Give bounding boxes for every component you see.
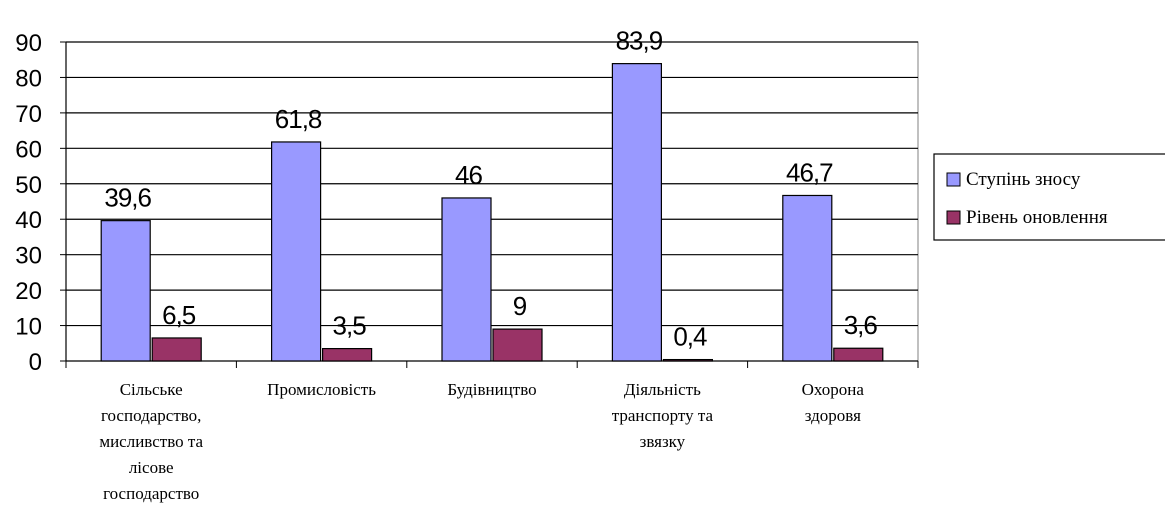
- bar-wear: [782, 194, 833, 362]
- y-tick-label: 50: [15, 172, 42, 199]
- bar-wear: [100, 220, 151, 362]
- data-label: 46,7: [786, 157, 833, 187]
- legend-entry: Ступінь зносу: [966, 169, 1081, 190]
- data-label: 3,6: [844, 310, 878, 340]
- category-label: лісове: [129, 458, 174, 477]
- data-label: 3,5: [333, 311, 367, 341]
- bar-renewal: [833, 347, 884, 362]
- bars: [100, 63, 884, 362]
- category-label: Промисловість: [267, 380, 376, 399]
- bar-wear: [271, 141, 322, 362]
- legend-swatch: [946, 210, 961, 225]
- y-tick-label: 30: [15, 243, 42, 270]
- data-label: 61,8: [275, 104, 322, 134]
- data-label: 83,9: [616, 26, 663, 56]
- legend: Ступінь зносу Рівень оновлення: [933, 153, 1165, 241]
- category-label: Сільське: [120, 380, 183, 399]
- y-tick-label: 20: [15, 278, 42, 305]
- y-tick-label: 90: [15, 30, 42, 57]
- category-label: господарство,: [101, 406, 201, 425]
- y-tick-label: 70: [15, 101, 42, 128]
- bar-renewal: [662, 358, 714, 362]
- category-label: мисливство та: [99, 432, 203, 451]
- y-tick-label: 60: [15, 136, 42, 163]
- legend-swatch: [946, 172, 961, 187]
- data-label: 46: [455, 160, 482, 190]
- category-labels: Сільське господарство, мисливство та лісове…: [99, 380, 864, 503]
- data-labels: 39,6 6,5 61,8 3,5 46 9 83,9 0,4 46,7 3,6: [104, 26, 878, 352]
- legend-box: [933, 153, 1165, 241]
- bar-wear: [441, 197, 492, 362]
- bar-renewal: [322, 347, 373, 362]
- data-label: 0,4: [673, 322, 707, 352]
- bar-renewal: [151, 337, 202, 362]
- data-label: 6,5: [162, 300, 196, 330]
- category-label: Будівництво: [447, 380, 536, 399]
- data-label: 9: [513, 291, 527, 321]
- category-label: звязку: [640, 432, 686, 451]
- y-tick-label: 80: [15, 65, 42, 92]
- category-label: транспорту та: [612, 406, 714, 425]
- y-tick-label: 0: [29, 349, 42, 376]
- axes: 0 10 20 30 40 50 60 70 80 90: [15, 30, 919, 376]
- category-label: здоровя: [805, 406, 861, 425]
- y-tick-label: 10: [15, 314, 42, 341]
- category-label: господарство: [103, 484, 199, 503]
- category-label: Охорона: [802, 380, 865, 399]
- bar-renewal: [492, 328, 543, 362]
- legend-entry: Рівень оновлення: [966, 207, 1108, 228]
- bar-wear: [611, 63, 663, 362]
- data-label: 39,6: [104, 183, 151, 213]
- category-label: Діяльність: [624, 380, 701, 399]
- y-tick-label: 40: [15, 207, 42, 234]
